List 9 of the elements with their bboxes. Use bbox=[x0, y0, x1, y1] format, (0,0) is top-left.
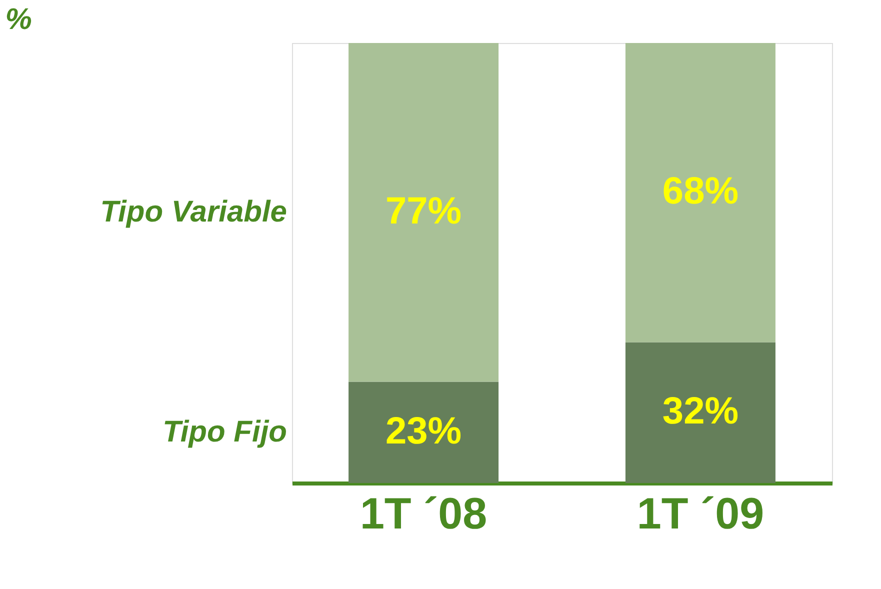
data-label: 68% bbox=[662, 170, 738, 213]
data-label: 23% bbox=[386, 410, 462, 452]
text: Tipo Variable bbox=[100, 195, 287, 228]
text: Tipo Fijo bbox=[162, 415, 287, 448]
x-tick-label: 1T ´08 bbox=[360, 490, 488, 538]
text: % bbox=[5, 3, 32, 36]
x-tick-label: 1T ´09 bbox=[636, 490, 764, 538]
data-label: 77% bbox=[386, 190, 462, 232]
data-label: 32% bbox=[662, 390, 738, 433]
